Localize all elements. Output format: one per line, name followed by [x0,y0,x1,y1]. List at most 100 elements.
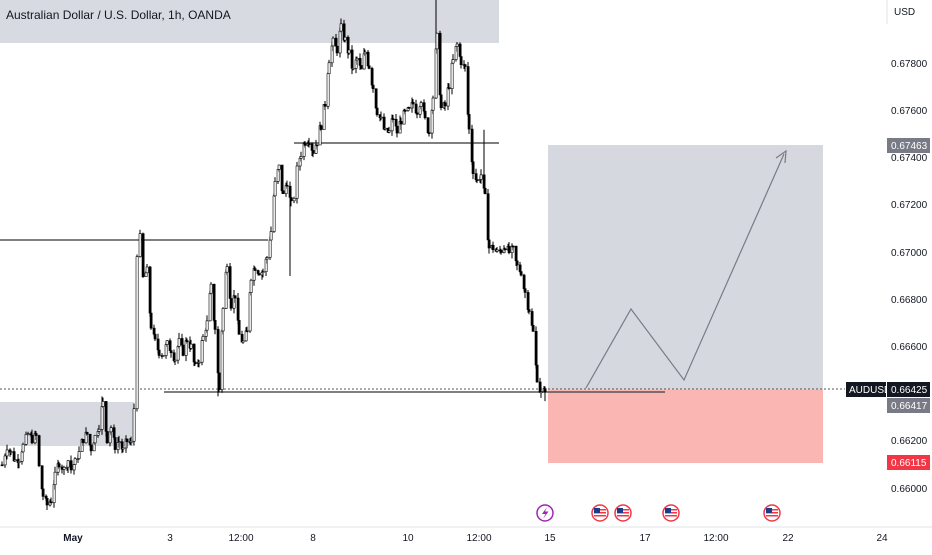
candle-up [268,239,272,258]
candle-up [277,164,281,170]
price-axis[interactable]: USD 0.67800 0.67600 0.67400 0.67200 0.67… [846,0,930,495]
candle-down [157,349,161,356]
candle-down [289,197,293,202]
time-tick: 12:00 [703,533,728,544]
candle-up [129,440,133,443]
us-flag-icon[interactable] [614,504,632,522]
candle-down [486,193,490,241]
candle-up [200,340,204,363]
time-tick: 8 [310,533,316,544]
candle-down [391,118,395,121]
candle-up [135,256,139,410]
candle-down [307,143,311,145]
stop-price-badge [887,455,930,470]
time-tick: 10 [402,533,414,544]
candle-down [280,164,284,192]
target-zone[interactable] [548,145,823,390]
candle-up [17,461,21,463]
candle-up [3,455,7,466]
candle-down [359,65,363,70]
candles-group [0,0,547,510]
projection-arrowhead [775,149,787,164]
candle-down [470,128,474,163]
candle-up [5,449,9,457]
candle-up [265,257,269,260]
candle-up [248,292,252,332]
candle-down [257,273,261,276]
candle-up [363,51,367,55]
candle-down [37,435,41,467]
candle-up [419,102,423,107]
currency-label: USD [894,7,915,18]
time-axis[interactable]: May 3 12:00 8 10 12:00 15 17 12:00 22 24 [0,526,932,544]
candle-down [403,110,407,112]
candle-up [145,266,149,274]
supply-zone[interactable] [0,0,499,43]
projection-path[interactable] [585,153,785,389]
candle-up [495,249,499,252]
candle-up [451,59,455,64]
demand-zone[interactable] [0,402,134,446]
candle-down [285,184,289,187]
candle-up [24,433,28,445]
candle-up [383,127,387,130]
time-tick: 15 [544,533,556,544]
candle-down [483,187,487,194]
price-tick: 0.66000 [891,484,928,495]
candle-down [426,117,430,133]
candle-up [224,271,228,309]
candle-up [165,340,169,345]
candle-down [253,268,257,271]
candle-up [121,447,125,450]
candle-up [299,156,303,159]
price-tick: 0.67000 [891,248,928,259]
candle-up [387,130,391,133]
candle-down [371,84,375,90]
candle-down [523,288,527,293]
candle-down [463,64,467,67]
candle-down [423,110,427,119]
candle-down [411,101,415,105]
time-tick: 3 [167,533,173,544]
lightning-icon[interactable] [536,504,554,522]
last-price-label: 0.66425 [891,385,928,396]
candle-down [156,338,160,351]
candle-up [326,73,330,107]
candle-up [177,338,181,347]
candle-up [208,292,212,322]
target-price-badge [887,138,930,153]
candle-down [169,350,173,354]
candle-down [395,125,399,134]
candle-down [499,249,503,253]
candle-down [467,114,471,130]
candle-up [455,43,459,47]
us-flag-icon[interactable] [763,504,781,522]
candle-down [323,104,327,107]
candle-up [138,233,142,257]
time-tick: 12:00 [466,533,491,544]
candle-down [515,260,519,266]
candle-up [173,359,177,362]
candle-up [450,62,454,89]
candle-up [261,271,265,273]
candle-down [213,320,217,330]
candle-down [153,333,157,340]
candle-up [249,279,253,293]
candle-down [511,245,515,248]
candle-down [89,444,93,452]
candle-up [100,406,104,430]
candle-down [482,174,486,189]
candle-down [311,150,315,154]
candle-up [479,174,483,180]
us-flag-icon[interactable] [662,504,680,522]
stop-price-label: 0.66115 [891,458,927,469]
candle-down [125,438,129,443]
candle-up [73,458,77,465]
candle-down [217,372,221,390]
candle-down [281,190,285,194]
stop-zone[interactable] [548,390,823,463]
entry-price-label: 0.66417 [891,401,928,412]
us-flag-icon[interactable] [591,504,609,522]
time-tick: 22 [782,533,794,544]
